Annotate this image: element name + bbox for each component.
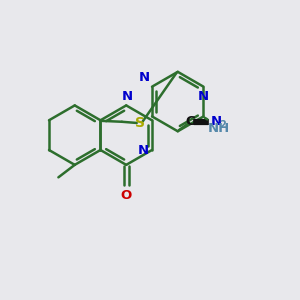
Text: N: N [211, 115, 222, 128]
Text: N: N [121, 90, 132, 103]
Text: C: C [185, 115, 195, 128]
Text: O: O [121, 189, 132, 202]
Text: N: N [197, 90, 208, 103]
Text: NH: NH [208, 122, 230, 135]
Text: N: N [139, 71, 150, 84]
Text: S: S [135, 116, 145, 130]
Text: 2: 2 [219, 120, 226, 130]
Text: N: N [138, 143, 149, 157]
